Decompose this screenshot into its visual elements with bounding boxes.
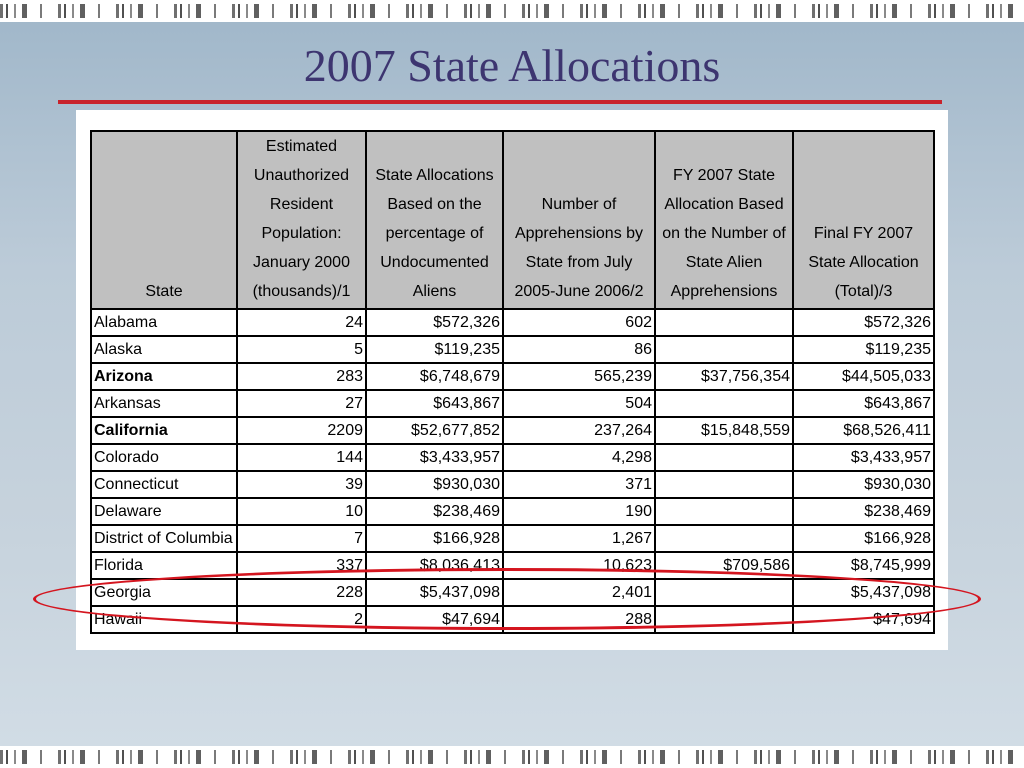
cell-population: 283 — [236, 362, 367, 391]
allocations-table: State Estimated Unauthorized Resident Po… — [90, 130, 935, 634]
cell-state: Alaska — [90, 335, 238, 364]
cell-allocation: $166,928 — [365, 524, 504, 553]
cell-final-allocation: $930,030 — [792, 470, 935, 499]
cell-fy-allocation — [654, 335, 794, 364]
table-row: District of Columbia 7 $166,928 1,267 $1… — [90, 524, 935, 553]
table-row: Arkansas 27 $643,867 504 $643,867 — [90, 389, 935, 418]
cell-apprehensions: 190 — [502, 497, 656, 526]
cell-population: 39 — [236, 470, 367, 499]
cell-apprehensions: 288 — [502, 605, 656, 634]
cell-apprehensions: 602 — [502, 308, 656, 337]
cell-allocation: $643,867 — [365, 389, 504, 418]
cell-state: Delaware — [90, 497, 238, 526]
table-row: Hawaii 2 $47,694 288 $47,694 — [90, 605, 935, 634]
cell-population: 337 — [236, 551, 367, 580]
cell-allocation: $572,326 — [365, 308, 504, 337]
table-row: Alabama 24 $572,326 602 $572,326 — [90, 308, 935, 337]
bottom-barcode-strip — [0, 746, 1024, 768]
cell-state: Arizona — [90, 362, 238, 391]
cell-fy-allocation — [654, 470, 794, 499]
title-divider — [58, 100, 942, 104]
cell-state: Colorado — [90, 443, 238, 472]
table-row: California 2209 $52,677,852 237,264 $15,… — [90, 416, 935, 445]
table-row: Arizona 283 $6,748,679 565,239 $37,756,3… — [90, 362, 935, 391]
cell-allocation: $238,469 — [365, 497, 504, 526]
table-row: Colorado 144 $3,433,957 4,298 $3,433,957 — [90, 443, 935, 472]
cell-state: Arkansas — [90, 389, 238, 418]
cell-apprehensions: 371 — [502, 470, 656, 499]
cell-final-allocation: $47,694 — [792, 605, 935, 634]
cell-state: California — [90, 416, 238, 445]
cell-population: 24 — [236, 308, 367, 337]
cell-population: 144 — [236, 443, 367, 472]
cell-allocation: $3,433,957 — [365, 443, 504, 472]
header-population: Estimated Unauthorized Resident Populati… — [236, 130, 367, 310]
cell-apprehensions: 237,264 — [502, 416, 656, 445]
header-row: State Estimated Unauthorized Resident Po… — [90, 130, 935, 310]
cell-allocation: $52,677,852 — [365, 416, 504, 445]
header-allocation: State Allocations Based on the percentag… — [365, 130, 504, 310]
header-final-allocation: Final FY 2007 State Allocation (Total)/3 — [792, 130, 935, 310]
table-panel: State Estimated Unauthorized Resident Po… — [76, 110, 948, 650]
cell-population: 10 — [236, 497, 367, 526]
cell-fy-allocation — [654, 497, 794, 526]
cell-fy-allocation — [654, 524, 794, 553]
cell-population: 228 — [236, 578, 367, 607]
cell-population: 27 — [236, 389, 367, 418]
cell-allocation: $47,694 — [365, 605, 504, 634]
cell-apprehensions: 4,298 — [502, 443, 656, 472]
cell-fy-allocation — [654, 389, 794, 418]
cell-apprehensions: 10,623 — [502, 551, 656, 580]
cell-state: Georgia — [90, 578, 238, 607]
cell-allocation: $5,437,098 — [365, 578, 504, 607]
top-barcode-strip — [0, 0, 1024, 22]
cell-final-allocation: $643,867 — [792, 389, 935, 418]
cell-state: Florida — [90, 551, 238, 580]
cell-fy-allocation: $15,848,559 — [654, 416, 794, 445]
table-row-highlighted: Georgia 228 $5,437,098 2,401 $5,437,098 — [90, 578, 935, 607]
cell-apprehensions: 565,239 — [502, 362, 656, 391]
cell-population: 7 — [236, 524, 367, 553]
cell-apprehensions: 1,267 — [502, 524, 656, 553]
cell-state: District of Columbia — [90, 524, 238, 553]
table-row: Florida 337 $8,036,413 10,623 $709,586 $… — [90, 551, 935, 580]
cell-fy-allocation: $709,586 — [654, 551, 794, 580]
cell-fy-allocation — [654, 605, 794, 634]
cell-fy-allocation — [654, 308, 794, 337]
cell-final-allocation: $572,326 — [792, 308, 935, 337]
cell-allocation: $8,036,413 — [365, 551, 504, 580]
cell-state: Hawaii — [90, 605, 238, 634]
cell-final-allocation: $166,928 — [792, 524, 935, 553]
cell-allocation: $119,235 — [365, 335, 504, 364]
cell-fy-allocation — [654, 578, 794, 607]
cell-fy-allocation: $37,756,354 — [654, 362, 794, 391]
cell-final-allocation: $8,745,999 — [792, 551, 935, 580]
cell-state: Connecticut — [90, 470, 238, 499]
header-fy-allocation: FY 2007 State Allocation Based on the Nu… — [654, 130, 794, 310]
cell-final-allocation: $68,526,411 — [792, 416, 935, 445]
table-row: Delaware 10 $238,469 190 $238,469 — [90, 497, 935, 526]
cell-final-allocation: $5,437,098 — [792, 578, 935, 607]
header-apprehensions: Number of Apprehensions by State from Ju… — [502, 130, 656, 310]
cell-population: 2 — [236, 605, 367, 634]
cell-final-allocation: $238,469 — [792, 497, 935, 526]
cell-population: 5 — [236, 335, 367, 364]
cell-fy-allocation — [654, 443, 794, 472]
table-row: Connecticut 39 $930,030 371 $930,030 — [90, 470, 935, 499]
cell-final-allocation: $119,235 — [792, 335, 935, 364]
cell-allocation: $930,030 — [365, 470, 504, 499]
table-row: Alaska 5 $119,235 86 $119,235 — [90, 335, 935, 364]
cell-allocation: $6,748,679 — [365, 362, 504, 391]
cell-population: 2209 — [236, 416, 367, 445]
cell-final-allocation: $44,505,033 — [792, 362, 935, 391]
cell-final-allocation: $3,433,957 — [792, 443, 935, 472]
slide-title: 2007 State Allocations — [303, 40, 721, 91]
cell-state: Alabama — [90, 308, 238, 337]
cell-apprehensions: 2,401 — [502, 578, 656, 607]
cell-apprehensions: 86 — [502, 335, 656, 364]
header-state: State — [90, 130, 238, 310]
cell-apprehensions: 504 — [502, 389, 656, 418]
